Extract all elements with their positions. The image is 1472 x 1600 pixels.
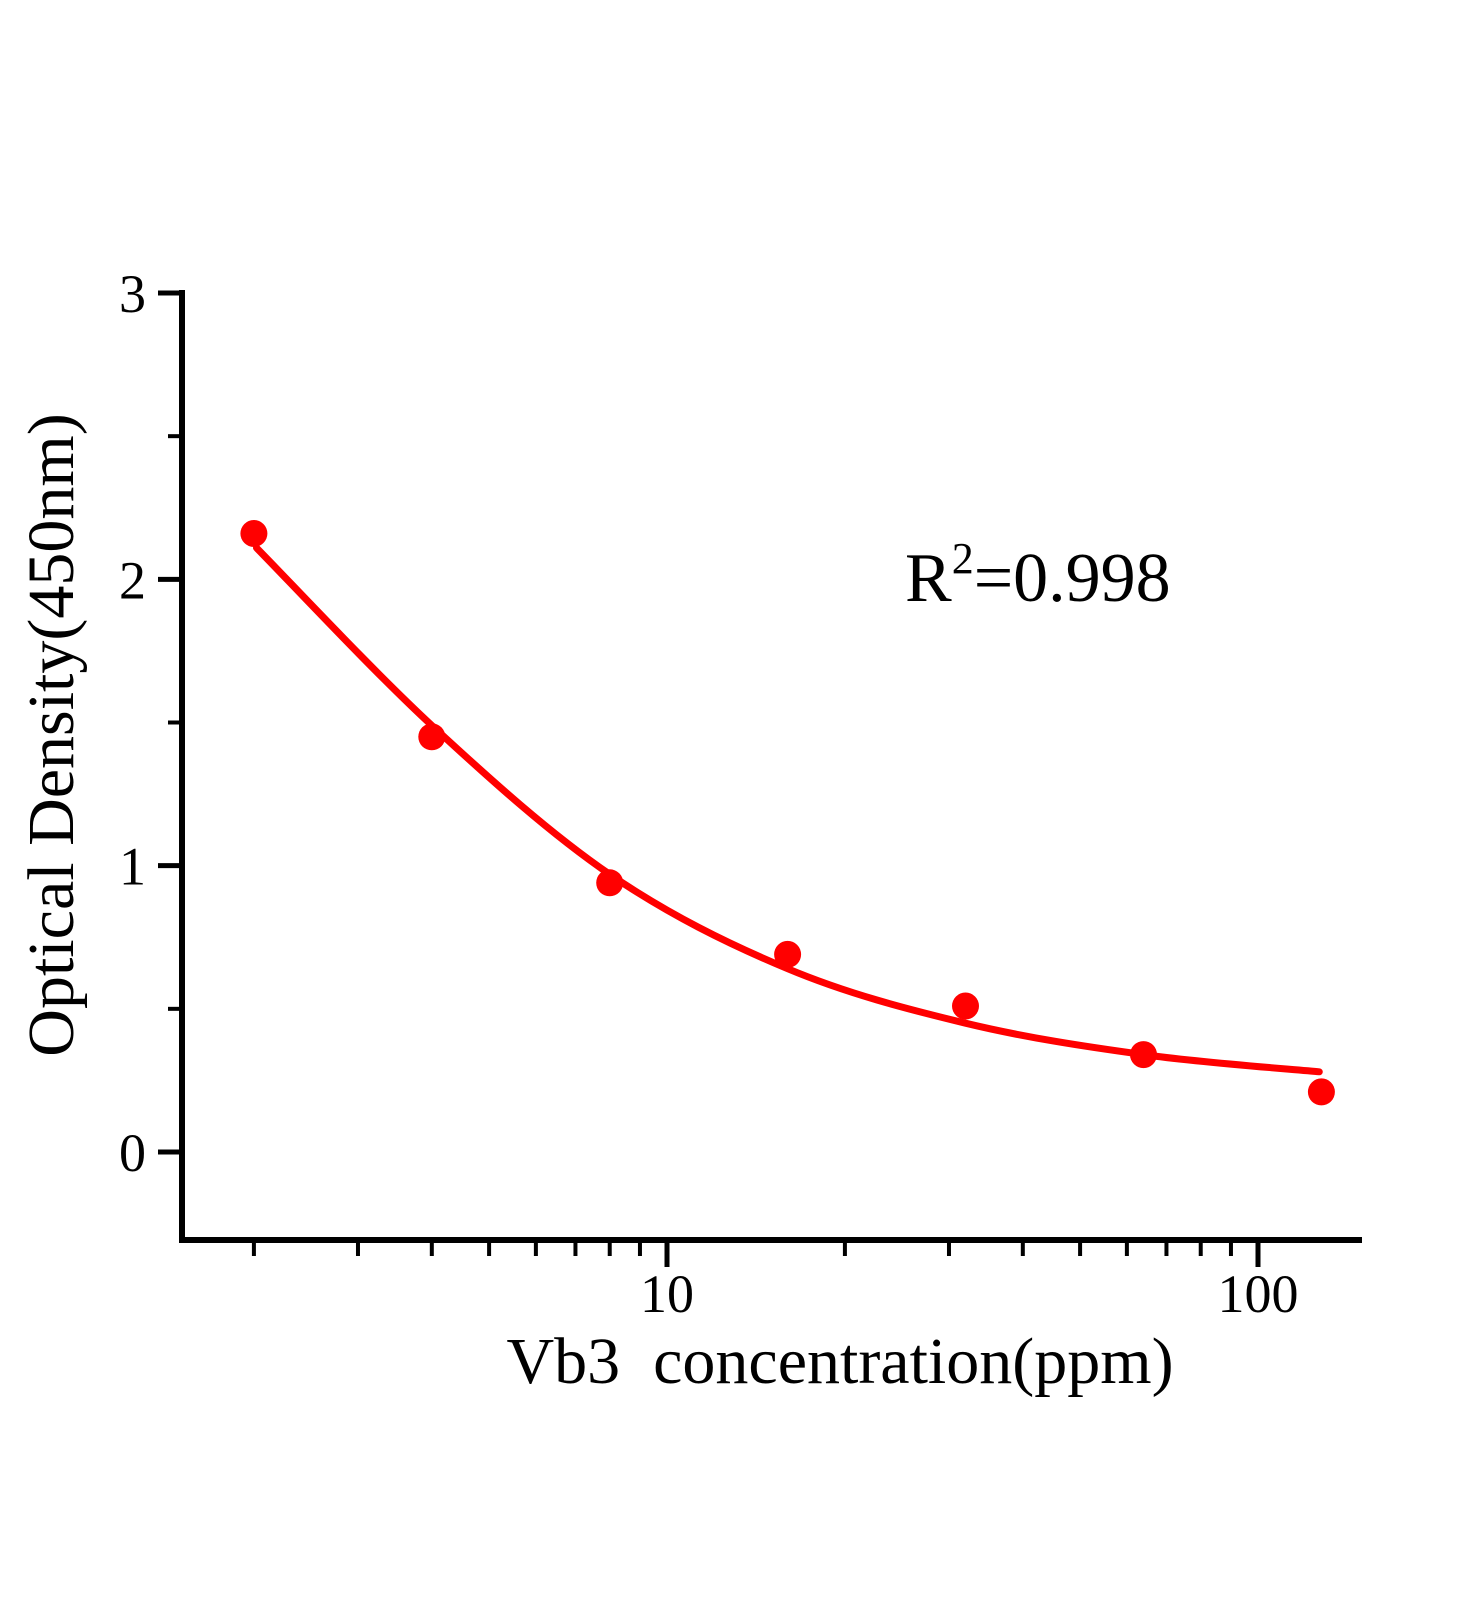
data-point (1130, 1041, 1157, 1069)
y-tick-label: 2 (119, 550, 146, 610)
fit-curve (252, 544, 1323, 1076)
y-tick-label: 1 (119, 837, 146, 897)
x-tick-label: 10 (640, 1264, 694, 1324)
r-squared-value: =0.998 (973, 540, 1171, 617)
data-point (952, 992, 979, 1020)
r-squared-superscript: 2 (951, 534, 974, 583)
data-point (418, 723, 446, 751)
x-axis-title: Vb3 concentration(ppm) (506, 1325, 1174, 1398)
r-squared-base: R (905, 540, 952, 617)
data-point (240, 520, 268, 547)
y-tick-label: 3 (119, 264, 146, 324)
data-point (774, 940, 802, 968)
x-tick-label: 100 (1218, 1264, 1299, 1324)
r-squared-annotation: R2=0.998 (905, 537, 1171, 614)
y-tick-label: 0 (119, 1123, 146, 1183)
data-point (596, 869, 624, 897)
y-axis-title: Optical Density(450nm) (15, 413, 88, 1057)
data-point (1307, 1078, 1335, 1106)
